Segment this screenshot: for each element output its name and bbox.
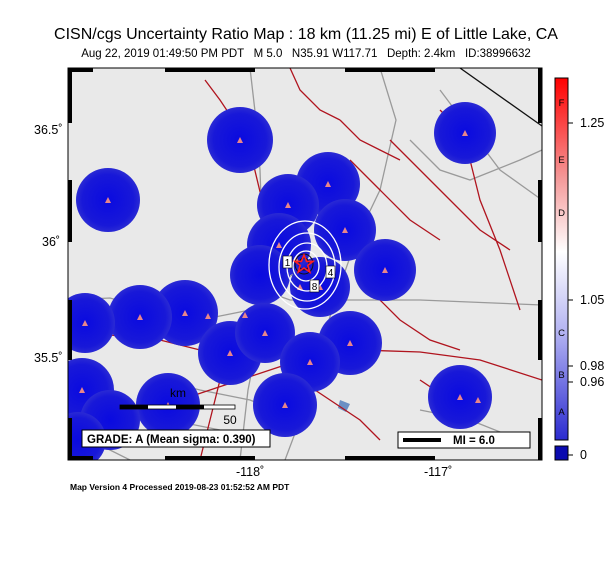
y-tick-label: 35.5˚ — [34, 351, 63, 365]
colorbar-ticks — [568, 122, 573, 456]
map-title: CISN/cgs Uncertainty Ratio Map : 18 km (… — [54, 26, 558, 43]
colorbar-value: 1.25 — [580, 116, 605, 130]
contour-label: 4 — [328, 268, 334, 279]
colorbar-value: 0.96 — [580, 375, 605, 389]
colorbar-zero-swatch — [554, 445, 569, 461]
colorbar-letter: E — [558, 155, 564, 166]
colorbar-value: 1.05 — [580, 293, 605, 307]
event-info: Aug 22, 2019 01:49:50 PM PDT M 5.0 N35.9… — [81, 48, 531, 60]
y-tick-label: 36˚ — [42, 235, 61, 249]
colorbar-letter: B — [558, 370, 564, 381]
x-tick-label: -118˚ — [236, 465, 265, 479]
colorbar-letter: F — [559, 98, 565, 109]
scale-bar-label: 50 — [223, 413, 237, 427]
contour-label: 8 — [312, 282, 318, 293]
contour-label-group: 1 4 8 — [282, 255, 336, 293]
colorbar-value: 0 — [580, 448, 587, 462]
contour-label: 1 — [285, 258, 291, 269]
colorbar-letters: F E D C B A — [558, 98, 565, 418]
colorbar-letter: C — [558, 328, 565, 339]
y-tick-label: 36.5˚ — [34, 123, 63, 137]
colorbar-letter: D — [558, 208, 565, 219]
x-tick-label: -117˚ — [424, 465, 453, 479]
map-frame — [67, 67, 543, 461]
scale-bar: km 50 — [119, 386, 237, 427]
grade-box: GRADE: A (Mean sigma: 0.390) — [81, 429, 271, 448]
boundary-line — [459, 68, 542, 127]
grade-label: GRADE: A (Mean sigma: 0.390) — [87, 434, 256, 446]
scale-bar-unit: km — [170, 386, 186, 400]
colorbar-letter: A — [558, 407, 565, 418]
mi-legend-label: MI = 6.0 — [453, 435, 495, 447]
map-version-footer: Map Version 4 Processed 2019-08-23 01:52… — [70, 482, 290, 492]
mi-legend: MI = 6.0 — [397, 431, 531, 449]
map-border-ticks — [68, 68, 542, 460]
colorbar — [554, 77, 569, 441]
colorbar-value: 0.98 — [580, 359, 605, 373]
epicenter-star-icon — [292, 252, 316, 274]
